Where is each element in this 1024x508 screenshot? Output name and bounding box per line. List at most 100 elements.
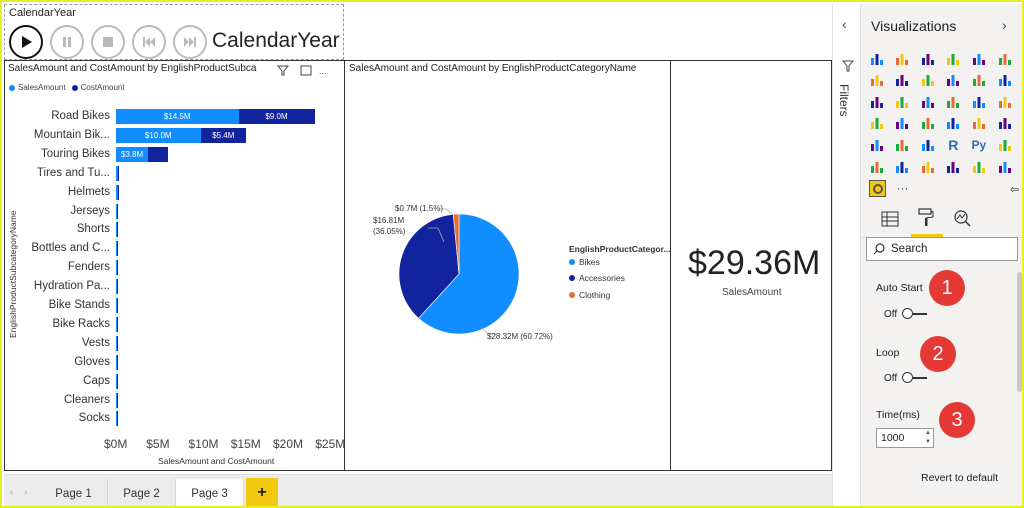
bar-sales[interactable]: $14.5M (116, 109, 239, 124)
bar-sales[interactable] (116, 165, 119, 181)
tab-prev-icon[interactable]: ‹ (10, 487, 14, 498)
multirow-card-icon[interactable] (971, 116, 986, 131)
treemap-icon[interactable] (971, 94, 986, 109)
pie-legend-item-accessories[interactable]: Accessories (569, 273, 625, 283)
bar-sales[interactable] (116, 279, 117, 295)
bar-cost[interactable] (117, 316, 118, 332)
line-icon[interactable] (869, 73, 884, 88)
bar-cost[interactable] (117, 184, 119, 200)
bar-cost[interactable] (117, 392, 118, 408)
bar-cost[interactable] (118, 165, 120, 181)
bar-sales[interactable]: $3.8M (116, 146, 149, 162)
time-ms-input[interactable]: 1000 ▲ ▼ (876, 428, 934, 448)
donut-icon[interactable] (946, 94, 961, 109)
pie-slice-accessories[interactable] (398, 213, 460, 319)
stacked-area-icon[interactable] (920, 73, 935, 88)
pause-button[interactable] (50, 25, 84, 59)
auto-start-toggle[interactable] (902, 308, 928, 320)
analytics-icon[interactable] (953, 209, 971, 227)
play-button[interactable] (9, 25, 43, 59)
matrix-icon[interactable] (920, 137, 935, 152)
bar-cost[interactable] (117, 241, 118, 257)
bar-cost[interactable] (117, 222, 118, 238)
tab-page-2[interactable]: Page 2 (108, 479, 176, 506)
bar-sales[interactable] (116, 222, 117, 238)
scrollbar[interactable] (1017, 272, 1022, 392)
bar-cost[interactable] (117, 373, 118, 389)
bar-cost[interactable] (117, 260, 118, 276)
stop-button[interactable] (91, 25, 125, 59)
100-bar-icon[interactable] (971, 51, 986, 66)
filled-map-icon[interactable] (869, 116, 884, 131)
bar-cost[interactable] (117, 298, 118, 313)
bar-sales[interactable] (116, 392, 117, 408)
bar-sales[interactable] (116, 241, 117, 257)
bar-cost[interactable] (148, 146, 168, 162)
line-column-icon[interactable] (946, 73, 961, 88)
format-paint-roller-icon[interactable] (917, 208, 935, 228)
bar-sales[interactable] (116, 354, 117, 370)
pie-slice-clothing[interactable] (452, 213, 460, 275)
waterfall-icon[interactable] (869, 94, 884, 109)
clustered-bar-icon[interactable] (920, 51, 935, 66)
pie-chart[interactable] (397, 212, 521, 336)
card-icon[interactable] (946, 116, 961, 131)
add-page-button[interactable]: + (246, 478, 278, 506)
play-axis-visual[interactable]: CalendarYear CalendarYear (4, 4, 344, 60)
tab-page-1[interactable]: Page 1 (40, 479, 108, 506)
chevron-left-icon[interactable]: ‹ (842, 16, 847, 32)
pie-legend-item-bikes[interactable]: Bikes (569, 257, 600, 267)
qna-icon[interactable] (971, 159, 986, 174)
bar-sales[interactable] (116, 260, 117, 276)
bar-cost[interactable] (117, 335, 118, 351)
gauge-icon[interactable] (920, 116, 935, 131)
bar-sales[interactable] (116, 411, 117, 427)
pie-legend-item-clothing[interactable]: Clothing (569, 290, 610, 300)
bar-sales[interactable] (116, 316, 117, 332)
bar-sales[interactable] (116, 373, 117, 389)
bar-cost[interactable] (117, 354, 118, 370)
ribbon-icon[interactable] (997, 73, 1012, 88)
bar-cost[interactable]: $9.0M (238, 109, 315, 124)
r-visual-icon[interactable]: R (948, 136, 959, 153)
search-input[interactable]: Search (866, 237, 1018, 261)
bar-sales[interactable] (116, 298, 117, 313)
clustered-column-icon[interactable] (946, 51, 961, 66)
bar-cost[interactable] (117, 279, 118, 295)
bar-sales[interactable] (116, 335, 117, 351)
power-apps-icon[interactable] (920, 159, 935, 174)
bar-sales[interactable]: $10.0M (116, 127, 201, 143)
spin-down-icon[interactable]: ▼ (925, 439, 931, 445)
table-icon[interactable] (895, 137, 910, 152)
line-clustered-icon[interactable] (971, 73, 986, 88)
stacked-column-icon[interactable] (895, 51, 910, 66)
decomposition-tree-icon[interactable] (869, 159, 884, 174)
next-button[interactable] (173, 25, 207, 59)
focus-mode-icon[interactable] (300, 65, 312, 76)
bar-cost[interactable]: $5.4M (200, 127, 247, 143)
stacked-bar-icon[interactable] (869, 51, 884, 66)
chevron-right-icon[interactable]: › (1002, 17, 1007, 33)
slicer-icon[interactable] (869, 137, 884, 152)
donut-green-icon[interactable] (946, 159, 961, 174)
previous-button[interactable] (132, 25, 166, 59)
area-icon[interactable] (895, 73, 910, 88)
more-options-icon[interactable]: ... (319, 66, 327, 76)
fields-icon[interactable] (881, 210, 899, 228)
play-axis-icon[interactable] (869, 180, 886, 197)
smart-narrative-icon[interactable] (997, 159, 1012, 174)
more-icon[interactable]: ··· (896, 180, 909, 195)
loop-toggle[interactable] (902, 372, 928, 384)
bar-sales[interactable] (116, 184, 118, 200)
arcgis-icon[interactable] (895, 159, 910, 174)
bar-cost[interactable] (117, 411, 118, 427)
100-column-icon[interactable] (997, 51, 1012, 66)
funnel-icon[interactable] (895, 116, 910, 131)
tab-page-3[interactable]: Page 3 (176, 479, 244, 506)
revert-to-default-button[interactable]: Revert to default (921, 472, 999, 484)
spin-up-icon[interactable]: ▲ (925, 430, 931, 436)
pie-slice-bikes[interactable] (418, 213, 520, 335)
bar-sales[interactable] (116, 203, 118, 219)
bar-cost[interactable] (117, 203, 119, 219)
map-icon[interactable] (997, 94, 1012, 109)
